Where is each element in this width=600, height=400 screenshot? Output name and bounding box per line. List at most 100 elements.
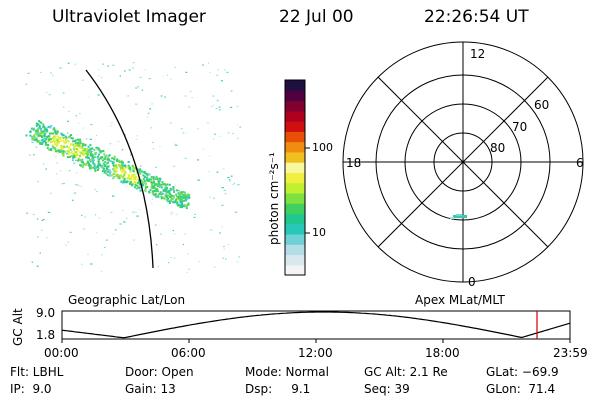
emission-pixel <box>166 183 169 186</box>
speckle-dot <box>42 163 45 165</box>
emission-pixel <box>146 186 149 188</box>
emission-pixel <box>151 186 154 189</box>
emission-pixel <box>73 149 76 152</box>
speckle-dot <box>141 89 144 91</box>
emission-pixel <box>85 152 88 155</box>
speckle-dot <box>75 115 77 117</box>
emission-pixel <box>155 188 158 191</box>
emission-pixel <box>89 153 92 156</box>
emission-pixel <box>145 178 148 181</box>
emission-pixel <box>31 136 34 139</box>
emission-pixel <box>158 177 161 180</box>
emission-pixel <box>111 161 114 164</box>
emission-pixel <box>69 148 72 151</box>
speckle-dot <box>117 140 120 142</box>
emission-pixel <box>118 175 121 178</box>
speckle-dot <box>213 266 216 268</box>
emission-pixel <box>154 177 157 180</box>
speckle-dot <box>101 254 103 256</box>
emission-pixel <box>144 189 147 192</box>
emission-pixel <box>161 183 164 186</box>
speckle-dot <box>39 252 41 254</box>
emission-pixel <box>32 135 35 138</box>
speckle-dot <box>201 64 205 66</box>
speckle-dot <box>34 138 36 140</box>
emission-pixel <box>127 167 130 170</box>
speckle-dot <box>127 95 130 97</box>
emission-pixel <box>132 166 135 169</box>
emission-pixel <box>96 166 99 169</box>
speckle-dot <box>216 99 219 102</box>
emission-pixel <box>39 134 42 137</box>
speckle-dot <box>102 63 105 65</box>
emission-pixel <box>47 144 50 146</box>
speckle-dot <box>197 179 200 181</box>
speckle-dot <box>90 263 93 265</box>
speckle-dot <box>223 189 226 191</box>
emission-pixel <box>54 150 57 153</box>
speckle-dot <box>230 90 233 92</box>
speckle-dot <box>164 96 166 98</box>
emission-pixel <box>106 170 109 173</box>
emission-pixel <box>137 181 139 184</box>
emission-pixel <box>168 192 171 195</box>
speckle-dot <box>100 270 103 272</box>
speckle-dot <box>230 175 233 177</box>
emission-pixel <box>123 167 126 170</box>
emission-pixel <box>79 141 82 144</box>
emission-pixel <box>186 197 189 200</box>
speckle-dot <box>216 74 218 76</box>
speckle-dot <box>106 239 108 241</box>
emission-pixel <box>99 151 102 154</box>
emission-pixel <box>181 199 184 202</box>
emission-pixel <box>99 150 102 153</box>
emission-pixel <box>44 128 47 131</box>
speckle-dot <box>72 199 74 201</box>
speckle-dot <box>135 87 138 89</box>
emission-pixel <box>57 135 60 138</box>
speckle-dot <box>175 213 178 216</box>
emission-pixel <box>141 170 144 173</box>
emission-pixel <box>153 187 156 190</box>
emission-pixel <box>138 169 141 172</box>
emission-pixel <box>158 180 161 182</box>
emission-pixel <box>78 143 81 146</box>
emission-pixel <box>131 173 134 176</box>
speckle-dot <box>37 181 39 183</box>
speckle-dot <box>41 219 44 221</box>
emission-pixel <box>177 203 180 206</box>
emission-pixel <box>108 158 110 161</box>
speckle-dot <box>228 179 231 181</box>
speckle-dot <box>169 78 172 80</box>
emission-pixel <box>41 135 44 138</box>
terminator-line <box>85 69 154 269</box>
emission-pixel <box>77 149 80 152</box>
emission-pixel <box>108 169 111 172</box>
emission-pixel <box>180 193 183 196</box>
emission-pixel <box>156 190 159 193</box>
emission-pixel <box>65 136 68 139</box>
emission-pixel <box>146 173 149 176</box>
emission-pixel <box>139 172 142 175</box>
emission-pixel <box>73 155 76 157</box>
emission-pixel <box>109 160 112 162</box>
emission-pixel <box>157 195 160 198</box>
colorbar <box>285 80 305 276</box>
speckle-dot <box>112 64 115 66</box>
speckle-dot <box>73 192 77 194</box>
speckle-dot <box>220 80 223 82</box>
emission-pixel <box>54 147 57 150</box>
emission-pixel <box>182 191 185 194</box>
colorbar-segment <box>285 203 305 215</box>
speckle-dot <box>162 75 164 77</box>
speckle-dot <box>188 268 190 270</box>
emission-pixel <box>162 196 165 199</box>
emission-pixel <box>101 170 104 173</box>
speckle-dot <box>126 185 128 187</box>
emission-pixel <box>134 177 137 180</box>
emission-pixel <box>56 144 59 147</box>
speckle-dot <box>33 154 35 156</box>
emission-pixel <box>87 148 89 151</box>
emission-pixel <box>103 158 106 161</box>
